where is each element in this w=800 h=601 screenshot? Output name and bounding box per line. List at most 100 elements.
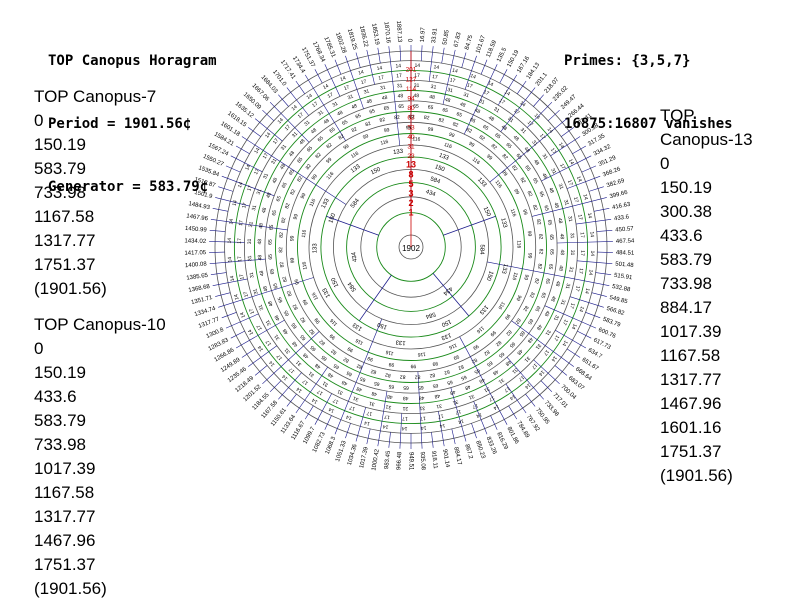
horagram-diagram: 1902123581323314053638094114127201434434… xyxy=(184,20,635,471)
ring-step-label: 116 xyxy=(510,271,518,281)
ring-step-label: 48 xyxy=(274,314,282,322)
ring-step-label: 82 xyxy=(394,115,400,122)
ring-step-label: 99 xyxy=(294,278,301,285)
ring-step-label: 17 xyxy=(378,75,385,82)
ring-step-label: 65 xyxy=(275,195,283,202)
ring-step-label: 82 xyxy=(519,177,527,185)
ring-step-label: 82 xyxy=(342,356,350,364)
ring-step-label: 48 xyxy=(356,385,363,393)
ring-step-label: 17 xyxy=(349,404,356,412)
ring-step-label: 133 xyxy=(312,243,318,254)
outer-pitch-label: 867.2 xyxy=(463,444,473,461)
ring-step-label: 17 xyxy=(366,410,373,417)
ring-step-label: 82 xyxy=(504,329,512,337)
ring-step-label: 17 xyxy=(420,415,426,421)
ring-step-label: 99 xyxy=(503,313,511,321)
horagram-spoke xyxy=(345,423,351,439)
outer-pitch-label: 399.66 xyxy=(609,190,629,200)
outer-pitch-label: 884.17 xyxy=(452,446,462,466)
scale-pitch: 1017.39 xyxy=(660,322,722,341)
horagram-spoke xyxy=(399,45,401,61)
ring-step-label: 14 xyxy=(311,396,319,404)
ring-step-label: 133 xyxy=(500,263,508,275)
ring-step-label: 65 xyxy=(455,111,462,119)
horagram-main-spoke xyxy=(326,215,379,236)
ring-step-label: 17 xyxy=(288,366,296,374)
scale-pitch: 0 xyxy=(34,111,44,130)
horagram-spoke xyxy=(225,313,259,329)
ring-step-label: 99 xyxy=(406,125,412,131)
ring-step-label: 133 xyxy=(499,217,507,229)
outer-pitch-label: 484.51 xyxy=(616,250,635,257)
horagram-spoke xyxy=(499,69,508,84)
ring-step-label: 82 xyxy=(482,348,490,356)
ring-step-label: 17 xyxy=(482,89,490,97)
ring-step-label: 82 xyxy=(305,163,313,171)
ring-step-label: 48 xyxy=(267,300,275,308)
comma-label: 16875:16807 vanishes xyxy=(564,116,733,132)
horagram-spoke xyxy=(377,391,388,447)
ring-step-label: 48 xyxy=(418,394,424,400)
ring-step-label: 99 xyxy=(521,209,528,216)
ring-step-label: 116 xyxy=(301,261,308,270)
ring-step-label: 99 xyxy=(432,360,439,367)
horagram-spoke xyxy=(388,46,401,146)
ring-step-label: 99 xyxy=(367,355,374,363)
outer-pitch-label: 566.82 xyxy=(606,306,626,317)
horagram-spoke xyxy=(497,74,518,106)
ring-step-label: 31 xyxy=(251,204,258,211)
outer-pitch-label: 1518.87 xyxy=(194,177,217,189)
horagram-spoke xyxy=(324,415,332,430)
outer-pitch-label: 1434.02 xyxy=(184,238,207,245)
horagram-spoke xyxy=(388,432,391,448)
ring-step-label: 31 xyxy=(492,106,500,114)
scale-list-canopus-13: TOP Canopus-13 0 150.19 300.38 433.6 583.79 73… xyxy=(660,104,780,488)
scale-pitch: 1017.39 xyxy=(34,459,96,478)
ring-step-label: 14 xyxy=(414,63,420,69)
ring-step-label: 99 xyxy=(311,173,319,181)
horagram-spoke xyxy=(526,101,553,128)
outer-pitch-label: 450.57 xyxy=(615,226,634,234)
scale-pitch: 433.6 xyxy=(34,387,77,406)
outer-pitch-label: 1802.28 xyxy=(334,32,347,55)
ring-step-label: 82 xyxy=(278,232,285,238)
ring-step-label: 31 xyxy=(549,167,557,175)
horagram-spoke xyxy=(463,64,498,135)
horagram-spoke xyxy=(221,312,237,319)
scale-pitch: 0 xyxy=(34,339,44,358)
ring-step-label: 17 xyxy=(256,323,264,331)
ring-step-label: 65 xyxy=(272,282,279,289)
scale-pitch: 583.79 xyxy=(34,159,86,178)
ring-step-label: 31 xyxy=(462,92,469,100)
ring-step-label: 99 xyxy=(293,213,300,220)
scale-pitch: 583.79 xyxy=(660,250,712,269)
ring-step-label: 82 xyxy=(280,217,287,224)
ring-step-label: 65 xyxy=(442,107,449,114)
ring-step-label: 133 xyxy=(321,197,331,209)
center-number: 63 xyxy=(407,115,415,122)
scale-pitch: 1167.58 xyxy=(34,483,95,502)
ring-step-label: 17 xyxy=(396,73,402,79)
horagram-spoke xyxy=(505,383,527,414)
ring-step-label: 17 xyxy=(552,334,560,342)
horagram-spoke xyxy=(421,45,423,61)
outer-pitch-label: 1368.68 xyxy=(188,284,211,294)
ring-step-label: 31 xyxy=(452,398,459,405)
ring-step-label: 31 xyxy=(519,127,527,135)
ring-step-label: 31 xyxy=(544,328,552,336)
outer-pitch-label: 433.6 xyxy=(614,214,630,222)
ring-step-label: 65 xyxy=(539,291,547,298)
horagram-spoke xyxy=(209,251,225,253)
ring-step-label: 14 xyxy=(439,422,446,429)
ring-step-label: 48 xyxy=(444,97,451,104)
ring-step-label: 14 xyxy=(382,423,389,430)
primes-label: Primes: {3,5,7} xyxy=(564,53,691,69)
ring-step-label: 82 xyxy=(537,234,543,240)
ring-step-label: 65 xyxy=(546,219,553,226)
outer-pitch-label: 416.63 xyxy=(612,202,632,212)
ring-step-label: 99 xyxy=(410,363,416,369)
ring-step-label: 65 xyxy=(493,132,501,140)
ring-step-label: 17 xyxy=(449,77,456,84)
ring-step-label: 14 xyxy=(306,93,314,101)
horagram-spoke xyxy=(431,432,434,448)
